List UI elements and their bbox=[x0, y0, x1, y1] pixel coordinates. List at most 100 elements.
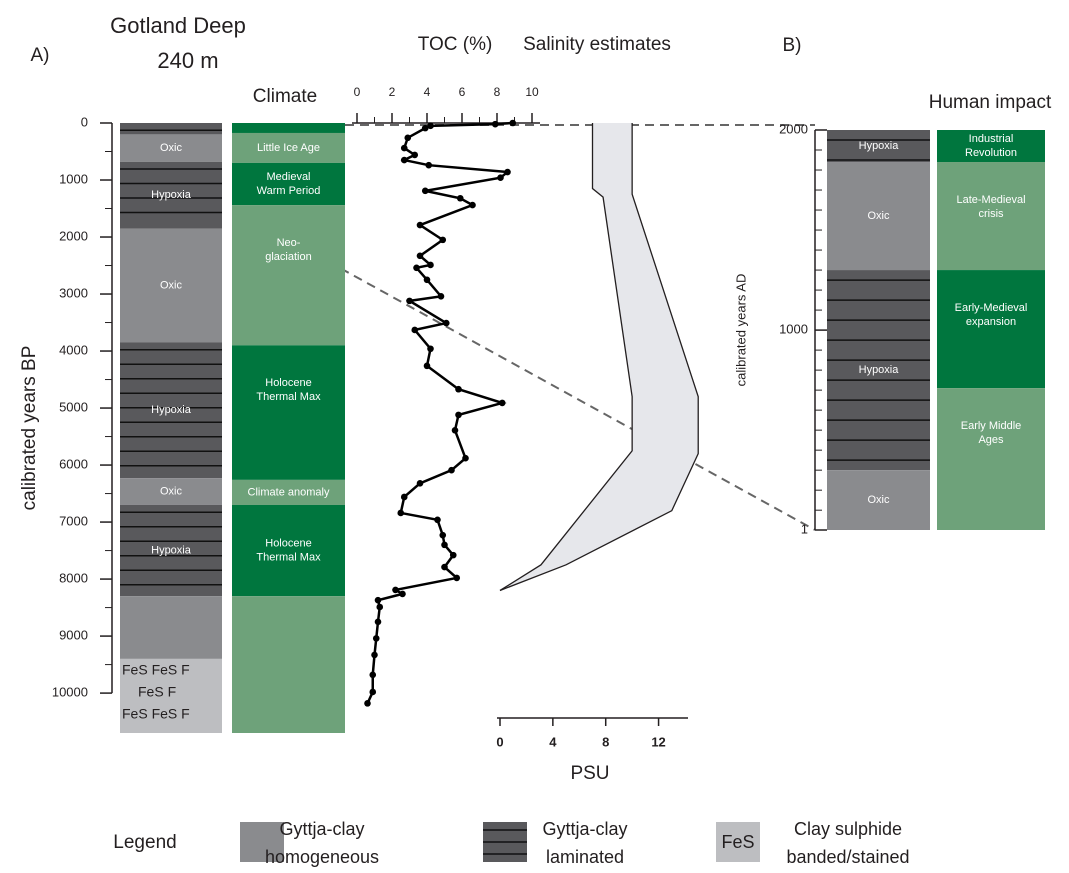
x-tick-label: 0 bbox=[496, 734, 503, 749]
core-segment bbox=[120, 342, 222, 479]
y-tick-label: 0 bbox=[81, 114, 88, 129]
toc-point bbox=[411, 326, 419, 334]
core-segment bbox=[827, 270, 930, 471]
segment-label: Oxic bbox=[868, 210, 891, 222]
toc-point bbox=[497, 174, 504, 182]
y-tick-label: 6000 bbox=[59, 456, 88, 471]
zone bbox=[232, 479, 345, 505]
zone-label: Little Ice Age bbox=[257, 142, 320, 154]
column-title: Human impact bbox=[929, 92, 1052, 113]
segment-label: Hypoxia bbox=[859, 364, 900, 376]
segment-text: FeS FeS F bbox=[122, 706, 190, 722]
legend-label: homogeneous bbox=[265, 847, 379, 867]
zone bbox=[232, 123, 345, 133]
x-tick-label: 12 bbox=[651, 734, 665, 749]
core-segment bbox=[120, 123, 222, 135]
zone-label: Climate anomaly bbox=[248, 486, 330, 498]
legend-label: banded/stained bbox=[786, 847, 909, 867]
segment-label: Hypoxia bbox=[859, 140, 900, 152]
zone-label: Holocene bbox=[265, 377, 311, 389]
x-tick-label: 6 bbox=[459, 85, 466, 99]
core-segment bbox=[120, 134, 222, 162]
toc-point bbox=[441, 563, 448, 571]
column-title: Climate bbox=[253, 86, 317, 107]
toc-point bbox=[509, 119, 517, 127]
segment-label: Oxic bbox=[160, 485, 183, 497]
toc-point bbox=[400, 493, 408, 501]
toc-point bbox=[462, 454, 469, 462]
y-tick-label: 1000 bbox=[59, 171, 88, 186]
toc-point bbox=[371, 651, 378, 659]
core-segment bbox=[827, 130, 930, 163]
y-tick-label: 2000 bbox=[59, 228, 88, 243]
legend-label: Gyttja-clay bbox=[279, 819, 364, 839]
zone-label: crisis bbox=[978, 208, 1004, 220]
zone-label: Medieval bbox=[266, 171, 310, 183]
toc-point bbox=[448, 466, 455, 474]
zone-label: Ages bbox=[978, 434, 1004, 446]
zone-label: Early-Medieval bbox=[955, 302, 1028, 314]
x-tick-label: 0 bbox=[354, 85, 361, 99]
legend-swatch bbox=[716, 822, 760, 862]
core-segment bbox=[827, 470, 930, 530]
title: 240 m bbox=[157, 48, 218, 73]
zone-label: Warm Period bbox=[257, 185, 321, 197]
x-tick-label: 10 bbox=[525, 85, 539, 99]
toc-point bbox=[416, 479, 424, 487]
core-segment bbox=[120, 228, 222, 343]
toc-point bbox=[400, 156, 408, 164]
zone-label: Early Middle bbox=[961, 420, 1022, 432]
toc-point bbox=[421, 124, 429, 132]
toc-point bbox=[421, 187, 429, 195]
toc-point bbox=[451, 426, 459, 434]
toc-point bbox=[416, 221, 424, 229]
zone-label: Industrial bbox=[969, 133, 1014, 145]
segment-text: FeS F bbox=[138, 684, 176, 700]
y-tick-label: 5000 bbox=[59, 399, 88, 414]
toc-point bbox=[441, 541, 448, 549]
x-axis-label: PSU bbox=[570, 763, 609, 784]
toc-point bbox=[469, 201, 476, 209]
segment-label: Oxic bbox=[160, 142, 183, 154]
toc-point bbox=[455, 385, 462, 393]
toc-line bbox=[366, 121, 513, 704]
toc-point bbox=[491, 120, 499, 128]
segment-label: Hypoxia bbox=[151, 189, 192, 201]
zone-label: Holocene bbox=[265, 537, 311, 549]
segment-label: Oxic bbox=[160, 279, 183, 291]
legend-label: Gyttja-clay bbox=[542, 819, 627, 839]
toc-point bbox=[374, 596, 382, 604]
connector bbox=[261, 224, 816, 531]
toc-point bbox=[392, 586, 399, 594]
axis-title: Salinity estimates bbox=[523, 34, 671, 55]
y-tick-label: 9000 bbox=[59, 628, 88, 643]
toc-point bbox=[434, 516, 441, 524]
title: Gotland Deep bbox=[110, 13, 246, 38]
legend-title: Legend bbox=[113, 832, 176, 853]
toc-point bbox=[504, 168, 511, 176]
toc-point bbox=[376, 603, 384, 611]
x-tick-label: 4 bbox=[549, 734, 557, 749]
zone bbox=[937, 130, 1045, 163]
salinity-bound bbox=[499, 123, 633, 592]
toc-point bbox=[453, 574, 461, 582]
zone bbox=[232, 162, 345, 206]
core-segment bbox=[827, 162, 930, 271]
y-axis-label: calibrated years AD bbox=[733, 274, 748, 387]
y-tick-label: 4000 bbox=[59, 342, 88, 357]
toc-point bbox=[369, 688, 377, 696]
zone bbox=[232, 504, 345, 597]
y-tick-label: 2000 bbox=[779, 121, 808, 136]
toc-point bbox=[397, 509, 405, 517]
toc-point bbox=[455, 411, 462, 419]
toc-point bbox=[439, 531, 447, 539]
panel-label: B) bbox=[783, 35, 802, 56]
toc-point bbox=[498, 399, 506, 407]
legend-swatch bbox=[240, 822, 284, 862]
legend-label: Clay sulphide bbox=[794, 819, 902, 839]
x-tick-label: 8 bbox=[602, 734, 609, 749]
panel-label: A) bbox=[31, 45, 50, 66]
toc-point bbox=[449, 551, 457, 559]
zone bbox=[232, 132, 345, 163]
